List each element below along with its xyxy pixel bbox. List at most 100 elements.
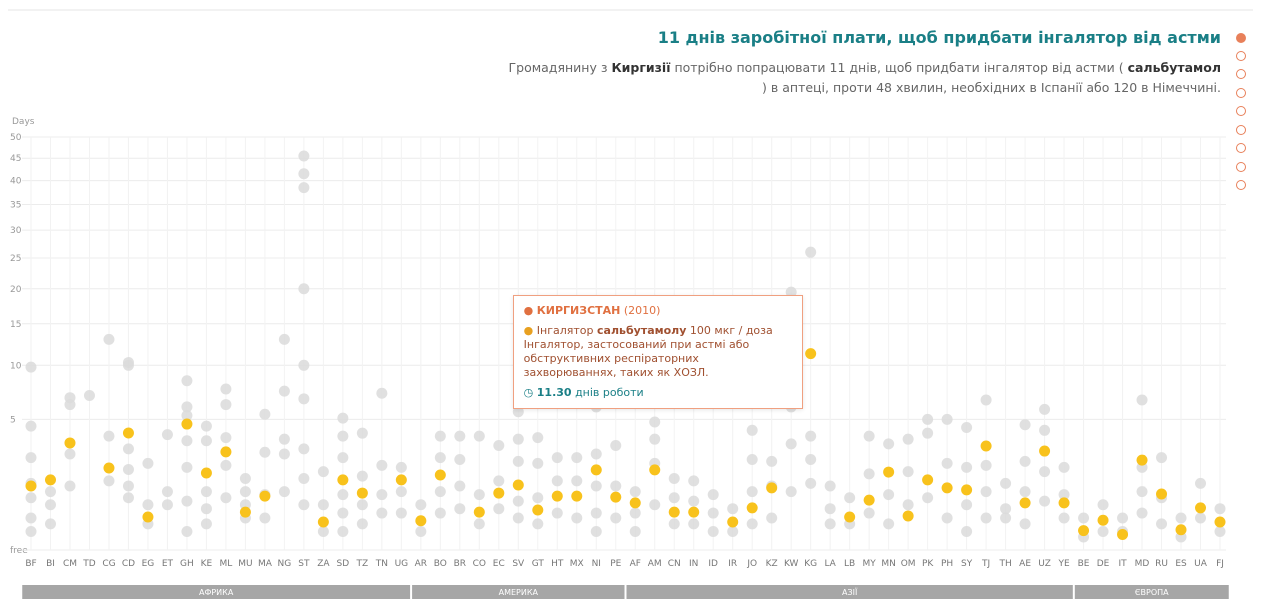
x-tick-label: PK bbox=[922, 559, 934, 569]
nav-dot[interactable] bbox=[1236, 106, 1246, 116]
other-dot bbox=[317, 466, 329, 478]
x-tick-label: BF bbox=[25, 559, 36, 569]
x-tick-label: BR bbox=[454, 559, 466, 569]
other-dot bbox=[766, 512, 778, 524]
other-dot bbox=[1214, 526, 1226, 538]
highlight-dot bbox=[941, 482, 953, 494]
other-dot bbox=[298, 393, 310, 405]
other-dot bbox=[493, 440, 505, 452]
other-dot bbox=[200, 486, 212, 498]
highlight-dot bbox=[200, 467, 212, 479]
x-tick-label: NI bbox=[592, 559, 601, 569]
x-tick-label: ST bbox=[298, 559, 310, 569]
other-dot bbox=[239, 472, 251, 484]
x-tick-label: BO bbox=[434, 559, 447, 569]
other-dot bbox=[688, 495, 700, 507]
other-dot bbox=[1000, 512, 1012, 524]
other-dot bbox=[298, 168, 310, 180]
other-dot bbox=[1019, 455, 1031, 467]
other-dot bbox=[824, 503, 836, 515]
other-dot bbox=[707, 489, 719, 501]
other-dot bbox=[1019, 518, 1031, 530]
other-dot bbox=[707, 507, 719, 519]
other-dot bbox=[122, 463, 134, 475]
other-dot bbox=[571, 475, 583, 487]
x-tick-label: IR bbox=[728, 559, 737, 569]
other-dot bbox=[1039, 495, 1051, 507]
other-dot bbox=[590, 448, 602, 460]
nav-dot[interactable] bbox=[1236, 143, 1246, 153]
other-dot bbox=[220, 459, 232, 471]
other-dot bbox=[434, 507, 446, 519]
highlight-dot bbox=[1175, 524, 1187, 536]
highlight-dot bbox=[64, 437, 76, 449]
other-dot bbox=[122, 443, 134, 455]
other-dot bbox=[941, 512, 953, 524]
other-dot bbox=[44, 518, 56, 530]
tooltip-unit: днів роботи bbox=[575, 385, 644, 399]
other-dot bbox=[434, 486, 446, 498]
other-dot bbox=[532, 457, 544, 469]
region-bar bbox=[22, 585, 411, 599]
other-dot bbox=[454, 503, 466, 515]
highlight-dot bbox=[922, 474, 934, 486]
other-dot bbox=[473, 489, 485, 501]
other-dot bbox=[64, 399, 76, 411]
other-dot bbox=[239, 486, 251, 498]
nav-dot[interactable] bbox=[1236, 162, 1246, 172]
highlight-dot bbox=[1019, 497, 1031, 509]
x-tick-label: YE bbox=[1057, 559, 1069, 569]
other-dot bbox=[337, 430, 349, 442]
x-tick-label: UZ bbox=[1038, 559, 1051, 569]
other-dot bbox=[902, 433, 914, 445]
x-tick-label: MN bbox=[881, 559, 896, 569]
other-dot bbox=[298, 472, 310, 484]
other-dot bbox=[805, 246, 817, 258]
other-dot bbox=[25, 361, 37, 373]
other-dot bbox=[278, 433, 290, 445]
nav-dot[interactable] bbox=[1236, 33, 1246, 43]
y-tick-label: 20 bbox=[10, 285, 22, 295]
other-dot bbox=[103, 475, 115, 487]
tooltip-value: 11.30 bbox=[536, 385, 572, 399]
nav-dot[interactable] bbox=[1236, 125, 1246, 135]
highlight-dot bbox=[142, 511, 154, 523]
nav-dot[interactable] bbox=[1236, 51, 1246, 61]
other-dot bbox=[571, 512, 583, 524]
other-dot bbox=[298, 283, 310, 295]
other-dot bbox=[1156, 518, 1168, 530]
x-tick-label: SV bbox=[512, 559, 525, 569]
other-dot bbox=[532, 492, 544, 504]
other-dot bbox=[532, 518, 544, 530]
highlight-dot bbox=[1136, 454, 1148, 466]
other-dot bbox=[103, 333, 115, 345]
other-dot bbox=[395, 486, 407, 498]
highlight-dot bbox=[1156, 488, 1168, 500]
other-dot bbox=[337, 452, 349, 464]
highlight-dot bbox=[1195, 502, 1207, 514]
other-dot bbox=[1195, 477, 1207, 489]
other-dot bbox=[298, 359, 310, 371]
subtitle-part: сальбутамол bbox=[1127, 60, 1221, 75]
y-tick-label: 25 bbox=[10, 254, 21, 264]
highlight-dot bbox=[1078, 525, 1090, 537]
highlight-dot bbox=[473, 506, 485, 518]
nav-dot[interactable] bbox=[1236, 69, 1246, 79]
other-dot bbox=[395, 461, 407, 473]
other-dot bbox=[1039, 424, 1051, 436]
other-dot bbox=[122, 359, 134, 371]
other-dot bbox=[278, 448, 290, 460]
other-dot bbox=[1097, 499, 1109, 511]
other-dot bbox=[629, 526, 641, 538]
nav-dot[interactable] bbox=[1236, 180, 1246, 190]
other-dot bbox=[512, 512, 524, 524]
nav-dot[interactable] bbox=[1236, 88, 1246, 98]
highlight-dot bbox=[961, 484, 973, 496]
other-dot bbox=[1058, 489, 1070, 501]
other-dot bbox=[1136, 394, 1148, 406]
highlight-dot bbox=[493, 487, 505, 499]
highlight-dot bbox=[1214, 516, 1226, 528]
x-tick-label: AR bbox=[415, 559, 427, 569]
other-dot bbox=[610, 440, 622, 452]
x-tick-label: ET bbox=[162, 559, 174, 569]
